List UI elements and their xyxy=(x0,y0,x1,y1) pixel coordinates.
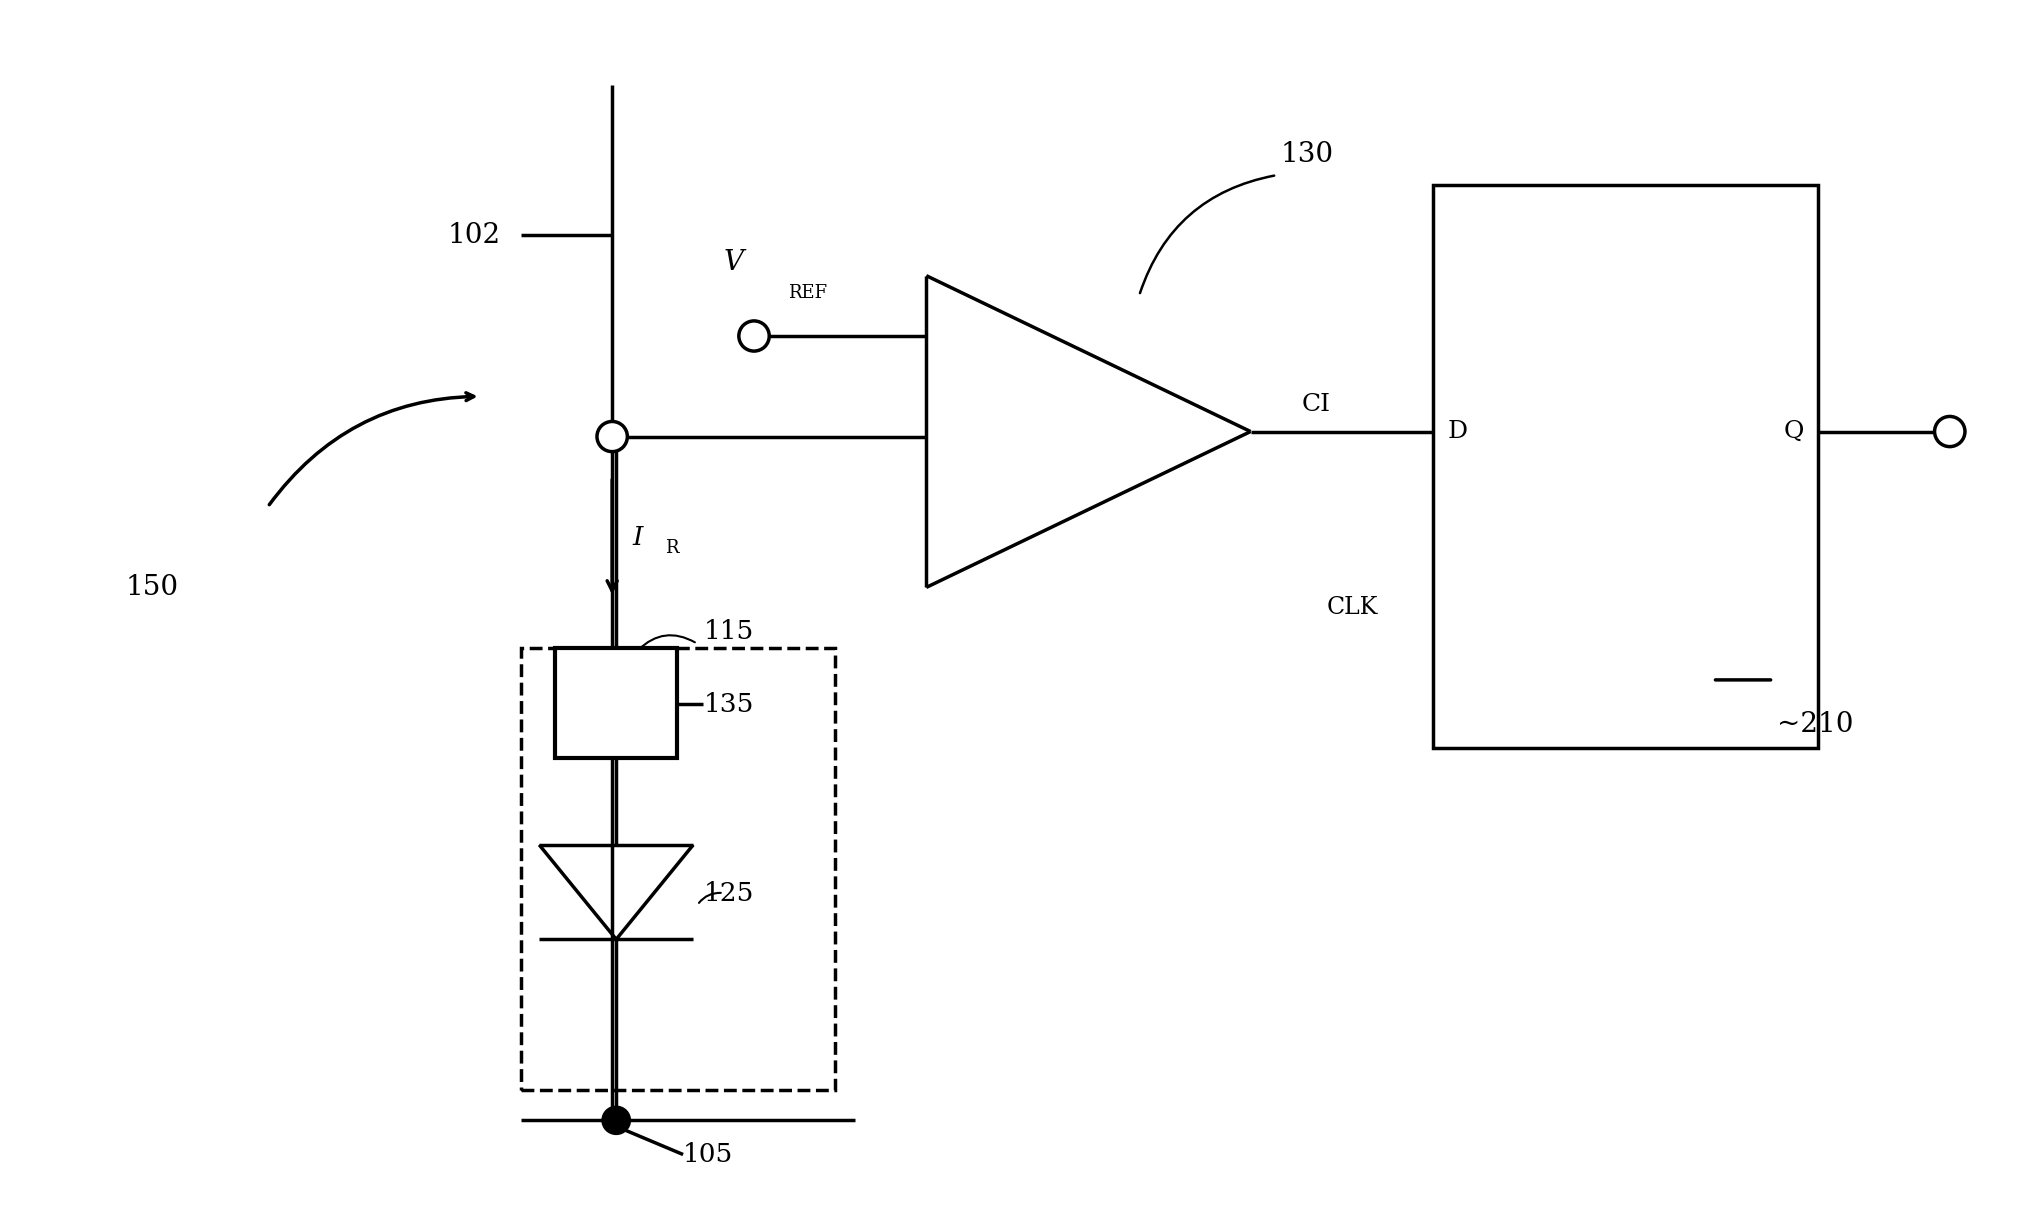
Text: I: I xyxy=(633,525,643,549)
Circle shape xyxy=(596,422,627,452)
FancyArrowPatch shape xyxy=(698,893,720,903)
Text: Q: Q xyxy=(1783,420,1803,443)
Text: D: D xyxy=(1447,420,1467,443)
Text: 150: 150 xyxy=(126,573,179,601)
Text: REF: REF xyxy=(788,284,828,301)
Circle shape xyxy=(602,1106,631,1135)
Text: CI: CI xyxy=(1300,394,1331,417)
FancyArrowPatch shape xyxy=(1140,176,1274,293)
Bar xyxy=(1433,185,1817,748)
Text: 125: 125 xyxy=(704,881,753,905)
Circle shape xyxy=(739,321,769,351)
Text: 102: 102 xyxy=(448,222,501,249)
Circle shape xyxy=(1935,417,1966,447)
Text: R: R xyxy=(665,539,678,558)
Text: 105: 105 xyxy=(684,1142,733,1168)
Bar xyxy=(521,648,834,1090)
Text: CLK: CLK xyxy=(1327,597,1378,618)
FancyArrowPatch shape xyxy=(269,392,474,504)
Bar xyxy=(556,648,678,758)
Text: 130: 130 xyxy=(1280,141,1335,169)
FancyArrowPatch shape xyxy=(639,635,694,650)
Text: V: V xyxy=(724,249,743,276)
Text: 115: 115 xyxy=(704,620,753,644)
Text: ~210: ~210 xyxy=(1777,711,1854,738)
Text: 135: 135 xyxy=(704,691,753,717)
